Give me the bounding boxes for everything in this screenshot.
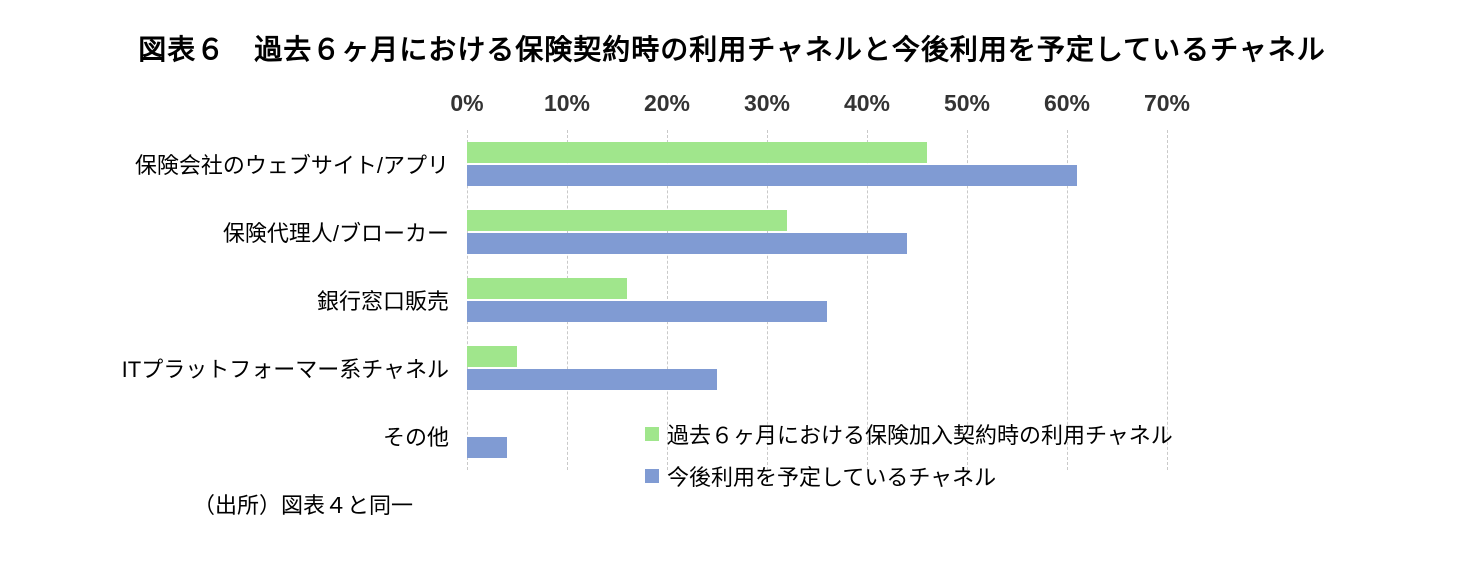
bar-future-channel <box>467 165 1077 186</box>
bar-past-channel <box>467 210 787 231</box>
rows-layer <box>467 130 1177 470</box>
x-axis-tick: 20% <box>643 90 691 116</box>
legend-item: 過去６ヶ月における保険加入契約時の利用チャネル <box>645 418 1173 450</box>
grid-layer <box>467 130 1177 470</box>
category-label: 保険代理人/ブローカー <box>222 221 449 246</box>
gridline <box>467 130 468 470</box>
bar-row <box>467 130 1177 198</box>
bar-future-channel <box>467 301 827 322</box>
chart-title: 図表６ 過去６ヶ月における保険契約時の利用チャネルと今後利用を予定しているチャネ… <box>138 34 1326 65</box>
x-axis-tick: 30% <box>743 90 791 116</box>
bar-past-channel <box>467 142 927 163</box>
legend-label: 過去６ヶ月における保険加入契約時の利用チャネル <box>667 423 1173 448</box>
bar-future-channel <box>467 437 507 458</box>
x-axis-tick: 70% <box>1143 90 1191 116</box>
legend-item: 今後利用を予定しているチャネル <box>645 460 1173 492</box>
legend-swatch-past-icon <box>645 427 659 441</box>
x-axis-tick: 50% <box>943 90 991 116</box>
gridline <box>1067 130 1068 470</box>
category-labels: 保険会社のウェブサイト/アプリ保険代理人/ブローカー銀行窓口販売 ITプラットフォ… <box>0 130 458 470</box>
bar-future-channel <box>467 369 717 390</box>
legend-label: 今後利用を予定しているチャネル <box>667 465 997 490</box>
bar-row <box>467 266 1177 334</box>
legend: 過去６ヶ月における保険加入契約時の利用チャネル 今後利用を予定しているチャネル <box>645 418 1173 492</box>
category-label: 保険会社のウェブサイト/アプリ <box>134 153 449 178</box>
x-axis-tick: 10% <box>543 90 591 116</box>
legend-swatch-future-icon <box>645 469 659 483</box>
bar-past-channel <box>467 346 517 367</box>
x-axis-tick: 60% <box>1043 90 1091 116</box>
bar-row <box>467 402 1177 470</box>
x-axis: 0% 10% 20% 30% 40% 50% 60% 70% <box>450 90 1190 120</box>
gridline <box>567 130 568 470</box>
category-label: その他 <box>382 425 449 450</box>
source-note: （出所）図表４と同一 <box>193 493 414 518</box>
gridline <box>967 130 968 470</box>
x-axis-tick: 0% <box>450 90 484 116</box>
bar-future-channel <box>467 233 907 254</box>
gridline <box>767 130 768 470</box>
gridline <box>867 130 868 470</box>
bar-past-channel <box>467 278 627 299</box>
category-label: 銀行窓口販売 <box>316 289 449 314</box>
gridline <box>667 130 668 470</box>
category-label: ITプラットフォーマー系チャネル <box>121 357 449 382</box>
bar-row <box>467 198 1177 266</box>
gridline <box>1167 130 1168 470</box>
bar-row <box>467 334 1177 402</box>
plot-area: 過去６ヶ月における保険加入契約時の利用チャネル 今後利用を予定しているチャネル <box>467 130 1177 490</box>
x-axis-tick: 40% <box>843 90 891 116</box>
